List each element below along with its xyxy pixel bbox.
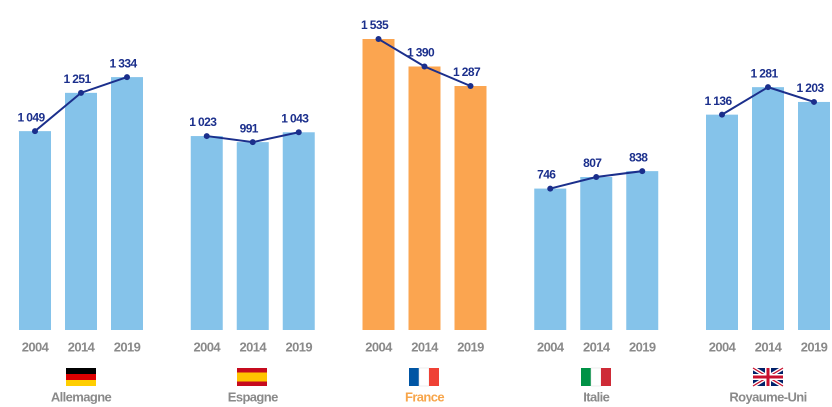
value-label: 1 390	[407, 46, 435, 60]
trend-point	[811, 98, 817, 105]
x-tick-label: 2019	[457, 339, 484, 354]
x-tick-label: 2004	[193, 339, 221, 354]
trend-point	[203, 133, 210, 140]
x-tick-label: 2019	[629, 339, 656, 354]
x-tick-label: 2019	[801, 339, 828, 354]
value-label: 1 023	[189, 115, 217, 129]
value-label: 991	[240, 121, 259, 135]
trend-point	[719, 111, 725, 118]
x-tick-label: 2004	[709, 339, 737, 354]
x-tick-label: 2014	[239, 339, 267, 354]
x-tick-label: 2019	[114, 339, 141, 354]
value-label: 1 287	[453, 65, 481, 79]
value-label: 1 281	[750, 66, 778, 80]
flag-france	[409, 367, 439, 387]
trend-point	[593, 174, 600, 181]
x-tick-label: 2019	[285, 339, 312, 354]
value-label: 807	[583, 156, 602, 170]
trend-point	[295, 129, 302, 136]
flag-italy	[581, 367, 611, 387]
bar	[19, 131, 51, 330]
value-label: 1 251	[63, 72, 91, 86]
bar	[65, 92, 97, 330]
value-label: 1 043	[281, 111, 309, 125]
x-tick-label: 2014	[755, 339, 783, 354]
bar	[111, 77, 143, 330]
bar	[362, 39, 395, 330]
trend-point	[765, 84, 771, 91]
legend-label: Royaume-Uni	[729, 389, 806, 404]
trend-point	[547, 185, 554, 192]
x-tick-label: 2014	[411, 339, 439, 354]
value-label: 1 203	[796, 81, 824, 95]
bar	[580, 177, 613, 330]
bar	[752, 87, 784, 331]
value-label: 1 334	[109, 56, 137, 70]
bar	[236, 142, 269, 330]
trend-point	[78, 89, 84, 96]
flag-uk	[751, 366, 785, 388]
trend-point	[249, 139, 256, 146]
x-tick-label: 2004	[537, 339, 565, 354]
legend-label: Allemagne	[51, 389, 112, 404]
bar	[626, 171, 659, 330]
legend-label: Espagne	[228, 389, 278, 404]
trend-point	[375, 36, 382, 42]
value-label: 838	[629, 150, 648, 164]
value-label: 1 049	[17, 110, 45, 124]
value-label: 746	[537, 168, 556, 182]
trend-point	[32, 128, 38, 135]
bar	[454, 86, 487, 330]
trend-point	[467, 83, 474, 90]
bar	[706, 114, 738, 330]
x-tick-label: 2014	[68, 339, 96, 354]
trend-point	[124, 74, 130, 81]
trend-point	[639, 168, 646, 175]
trend-point	[421, 63, 428, 70]
flag-germany	[66, 368, 96, 386]
x-tick-label: 2004	[365, 339, 393, 354]
x-tick-label: 2014	[583, 339, 611, 354]
bar	[534, 188, 567, 330]
value-label: 1 136	[704, 94, 732, 108]
legend-label: Italie	[583, 389, 609, 404]
value-label: 1 535	[361, 18, 389, 32]
bar	[282, 132, 315, 330]
flag-spain	[237, 368, 267, 386]
bar	[190, 136, 223, 330]
bar	[408, 66, 441, 331]
legend-label: France	[405, 389, 444, 404]
x-tick-label: 2004	[22, 339, 50, 354]
bar	[798, 101, 830, 330]
